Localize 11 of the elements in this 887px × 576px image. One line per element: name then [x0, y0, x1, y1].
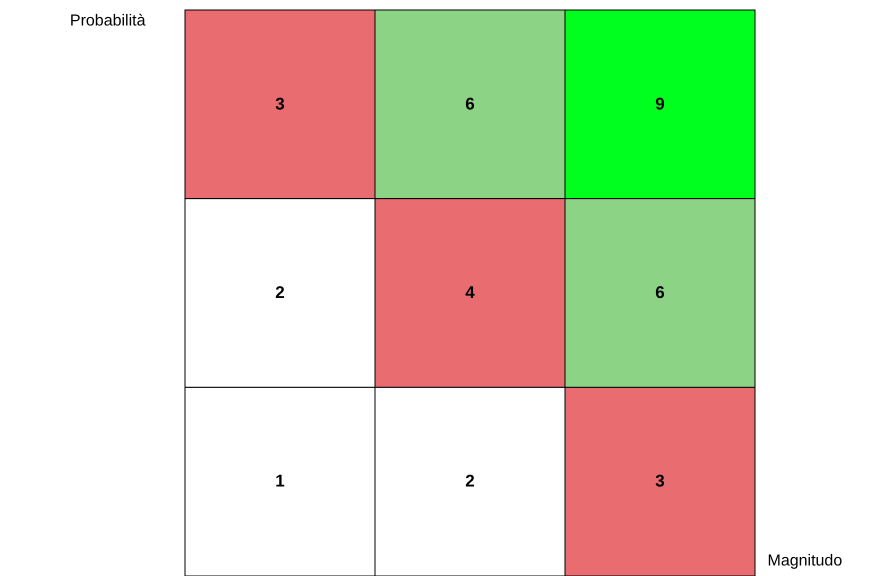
y-axis-title: Probabilità — [70, 12, 146, 30]
data-label: 3 — [655, 472, 665, 491]
data-label: 2 — [465, 472, 475, 491]
data-label: 9 — [655, 94, 665, 114]
x-axis-title: Magnitudo — [768, 552, 842, 570]
data-label: 6 — [465, 94, 475, 114]
data-label: 4 — [465, 283, 476, 302]
data-label: 3 — [275, 94, 285, 114]
data-label: 1 — [275, 472, 285, 491]
data-label: 2 — [275, 283, 285, 302]
data-label: 6 — [655, 283, 665, 302]
